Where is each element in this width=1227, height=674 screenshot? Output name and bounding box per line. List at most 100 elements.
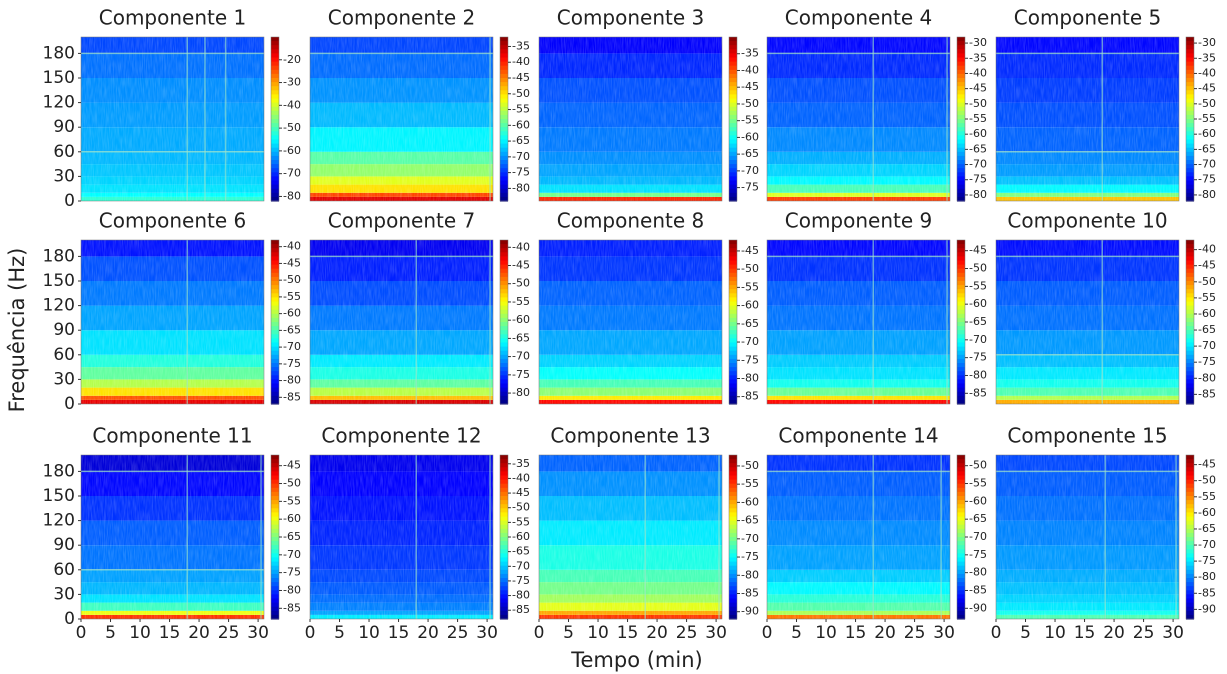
colorbar-segment bbox=[729, 479, 737, 485]
colorbar-tick-label: -70 bbox=[1198, 538, 1216, 551]
colorbar-tick-label: -50 bbox=[1198, 474, 1216, 487]
colorbar-segment bbox=[271, 82, 279, 87]
colorbar-frame bbox=[499, 239, 509, 405]
colorbar-tick-label: -80 bbox=[283, 374, 301, 387]
colorbar-segment bbox=[500, 363, 508, 368]
colorbar-segment bbox=[500, 614, 508, 620]
y-tick-label: 0 bbox=[64, 609, 75, 629]
colorbar-segment bbox=[729, 524, 737, 530]
colorbar-segment bbox=[500, 57, 508, 63]
colorbar-segment bbox=[957, 69, 965, 75]
colorbar-segment bbox=[957, 508, 965, 513]
colorbar-segment bbox=[500, 459, 508, 464]
colorbar-segment bbox=[957, 395, 965, 401]
colorbar-segment bbox=[957, 248, 965, 253]
colorbar-segment bbox=[500, 268, 508, 274]
colorbar-segment bbox=[500, 188, 508, 194]
colorbar-segment bbox=[500, 41, 508, 46]
colorbar-frame bbox=[270, 239, 280, 405]
colorbar-segment bbox=[729, 598, 737, 604]
colorbar-segment bbox=[271, 147, 279, 153]
colorbar-segment bbox=[957, 371, 965, 376]
colorbar-segment bbox=[729, 172, 737, 177]
colorbar-segment bbox=[729, 114, 737, 120]
colorbar-tick-label: -35 bbox=[512, 39, 530, 52]
texture bbox=[767, 240, 950, 404]
colorbar-segment bbox=[271, 143, 279, 149]
colorbar-frame bbox=[499, 36, 509, 202]
colorbar-segment bbox=[729, 176, 737, 182]
colorbar-tick-label: -80 bbox=[969, 188, 987, 201]
colorbar-segment bbox=[957, 98, 965, 104]
colorbar-tick-label: -45 bbox=[283, 256, 301, 269]
texture bbox=[767, 455, 950, 619]
colorbar-segment bbox=[729, 532, 737, 538]
colorbar-tick-label: -75 bbox=[283, 566, 301, 579]
colorbar-tick-label: -50 bbox=[512, 501, 530, 514]
colorbar-segment bbox=[957, 516, 965, 522]
colorbar-tick-label: -80 bbox=[283, 189, 301, 202]
colorbar-segment bbox=[957, 155, 965, 161]
colorbar-segment bbox=[1186, 309, 1194, 315]
colorbar-segment bbox=[271, 281, 279, 286]
colorbar-segment bbox=[271, 326, 279, 331]
colorbar-segment bbox=[729, 260, 737, 266]
colorbar-segment bbox=[1186, 248, 1194, 253]
colorbar-segment bbox=[500, 496, 508, 501]
colorbar-segment bbox=[271, 471, 279, 477]
colorbar-segment bbox=[500, 37, 508, 42]
colorbar-segment bbox=[500, 586, 508, 591]
colorbar-tick-label: -75 bbox=[283, 357, 301, 370]
colorbar-segment bbox=[957, 192, 965, 198]
colorbar-segment bbox=[729, 379, 737, 385]
colorbar-segment bbox=[957, 573, 965, 579]
colorbar-segment bbox=[1186, 358, 1194, 364]
colorbar-segment bbox=[957, 297, 965, 303]
colorbar-segment bbox=[957, 127, 965, 132]
colorbar-segment bbox=[271, 301, 279, 307]
colorbar-segment bbox=[271, 606, 279, 612]
x-tick-label: 5 bbox=[563, 623, 574, 643]
colorbar-tick-label: -50 bbox=[969, 459, 987, 472]
colorbar-segment bbox=[1186, 147, 1194, 153]
colorbar-segment bbox=[729, 57, 737, 63]
colorbar-segment bbox=[500, 565, 508, 571]
colorbar-segment bbox=[271, 614, 279, 620]
colorbar-segment bbox=[500, 143, 508, 149]
colorbar-segment bbox=[500, 285, 508, 290]
colorbar-segment bbox=[1186, 114, 1194, 120]
panel-title: Componente 8 bbox=[557, 209, 705, 233]
colorbar-segment bbox=[271, 78, 279, 83]
colorbar-segment bbox=[1186, 293, 1194, 298]
colorbar-segment bbox=[729, 614, 737, 620]
colorbar-segment bbox=[1186, 532, 1194, 538]
colorbar-segment bbox=[500, 483, 508, 489]
colorbar-segment bbox=[957, 256, 965, 262]
colorbar-segment bbox=[957, 131, 965, 136]
colorbar-segment bbox=[957, 196, 965, 202]
colorbar-segment bbox=[271, 248, 279, 253]
colorbar-segment bbox=[729, 496, 737, 501]
colorbar-segment bbox=[271, 94, 279, 100]
colorbar-segment bbox=[1186, 598, 1194, 604]
colorbar-segment bbox=[957, 135, 965, 141]
colorbar-segment bbox=[271, 86, 279, 91]
y-tick-label: 30 bbox=[53, 369, 75, 389]
colorbar-tick-label: -70 bbox=[283, 167, 301, 180]
colorbar-segment bbox=[957, 338, 965, 344]
x-tick-label: 15 bbox=[617, 623, 639, 643]
colorbar-segment bbox=[271, 367, 279, 372]
colorbar-segment bbox=[729, 516, 737, 522]
colorbar-tick-label: -65 bbox=[512, 545, 530, 558]
colorbar-segment bbox=[1186, 285, 1194, 290]
colorbar-segment bbox=[729, 557, 737, 563]
colorbar-frame bbox=[728, 36, 738, 202]
colorbar-segment bbox=[729, 338, 737, 344]
colorbar-segment bbox=[500, 549, 508, 554]
colorbar-segment bbox=[957, 504, 965, 509]
colorbar-segment bbox=[1186, 256, 1194, 262]
colorbar-tick-label: -55 bbox=[283, 494, 301, 507]
colorbar-segment bbox=[500, 590, 508, 595]
colorbar-segment bbox=[271, 322, 279, 327]
colorbar-segment bbox=[729, 131, 737, 136]
